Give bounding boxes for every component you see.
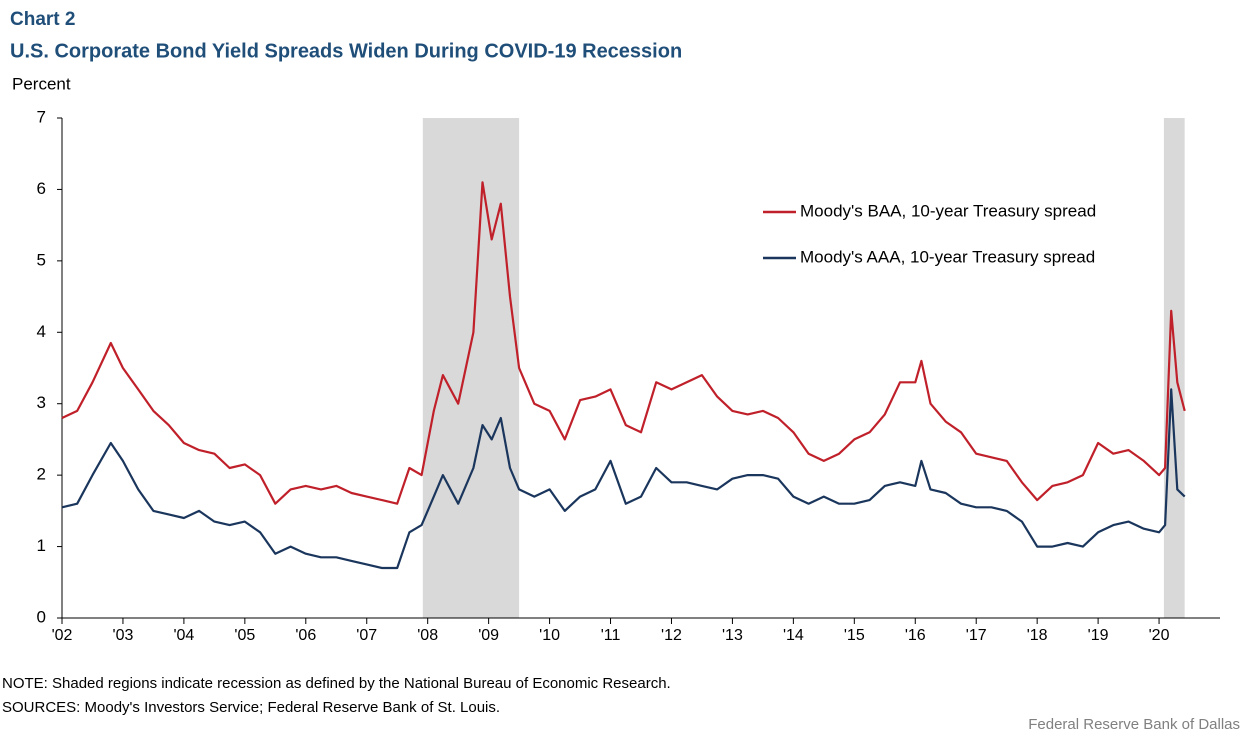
- y-tick-label: 3: [37, 393, 46, 412]
- x-tick-label: '12: [661, 627, 682, 644]
- x-tick-label: '10: [539, 627, 560, 644]
- x-tick-label: '03: [113, 627, 134, 644]
- chart-title: U.S. Corporate Bond Yield Spreads Widen …: [10, 40, 682, 62]
- series-line: [61, 181, 1186, 505]
- recession-band: [422, 118, 520, 618]
- y-tick-label: 2: [37, 465, 46, 484]
- note: NOTE: Shaded regions indicate recession …: [2, 675, 671, 692]
- x-tick-label: '13: [722, 627, 743, 644]
- x-tick-label: '11: [601, 627, 621, 644]
- source: SOURCES: Moody's Investors Service; Fede…: [2, 699, 500, 716]
- y-tick-label: 5: [37, 250, 46, 269]
- y-tick-label: 7: [37, 107, 46, 126]
- chart-label: Chart 2: [10, 9, 75, 30]
- x-tick-label: '04: [173, 627, 194, 644]
- legend-label: Moody's AAA, 10-year Treasury spread: [800, 247, 1095, 266]
- x-tick-label: '16: [905, 627, 926, 644]
- x-tick-label: '19: [1088, 627, 1109, 644]
- x-tick-label: '02: [52, 627, 73, 644]
- series-line: [61, 388, 1186, 570]
- y-tick-label: 1: [37, 536, 46, 555]
- y-tick-label: 4: [37, 322, 46, 341]
- y-axis-label: Percent: [12, 74, 71, 93]
- y-tick-label: 6: [37, 179, 46, 198]
- x-tick-label: '07: [356, 627, 377, 644]
- x-tick-label: '09: [478, 627, 499, 644]
- x-tick-label: '14: [783, 627, 804, 644]
- x-tick-label: '20: [1149, 627, 1170, 644]
- legend-label: Moody's BAA, 10-year Treasury spread: [800, 201, 1096, 220]
- recession-band: [1163, 118, 1185, 618]
- x-tick-label: '17: [966, 627, 987, 644]
- x-tick-label: '08: [417, 627, 438, 644]
- x-tick-label: '18: [1027, 627, 1048, 644]
- x-tick-label: '06: [295, 627, 316, 644]
- x-tick-label: '05: [234, 627, 255, 644]
- y-tick-label: 0: [37, 607, 46, 626]
- credit: Federal Reserve Bank of Dallas: [1028, 716, 1240, 733]
- x-tick-label: '15: [844, 627, 865, 644]
